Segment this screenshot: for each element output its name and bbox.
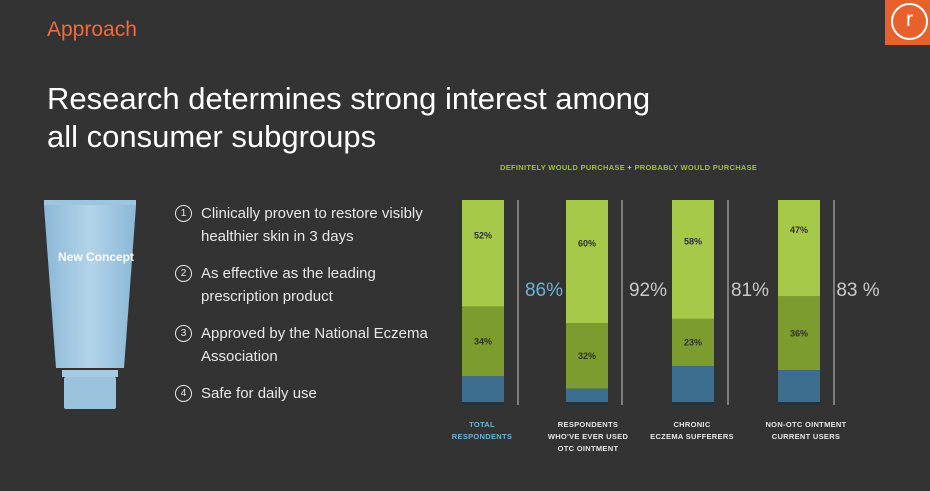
category-label: OTC OINTMENT	[558, 444, 619, 453]
category-label: CURRENT USERS	[772, 432, 841, 441]
legend-plus: +	[627, 163, 633, 172]
category-label: RESPONDENTS	[452, 432, 512, 441]
feature-number-icon: 3	[175, 325, 192, 342]
feature-text: Clinically proven to restore visibly hea…	[201, 205, 423, 245]
bar-segment-base	[672, 402, 714, 405]
legend-definitely: DEFINITELY WOULD PURCHASE	[500, 163, 626, 172]
bar-segment-probably	[778, 200, 820, 297]
feature-number-icon: 4	[175, 385, 192, 402]
chart-legend: DEFINITELY WOULD PURCHASE + PROBABLY WOU…	[500, 163, 757, 172]
product-label: New Concept	[58, 250, 135, 264]
feature-item: 2 As effective as the leading prescripti…	[175, 262, 435, 308]
legend-probably: PROBABLY WOULD PURCHASE	[634, 163, 758, 172]
bar-segment-remainder	[566, 388, 608, 402]
brand-logo: r	[885, 0, 930, 45]
bar-segment-definitely	[462, 306, 504, 377]
bar-value-label: 36%	[790, 328, 808, 338]
bar-total-label: 92%	[629, 280, 667, 301]
bar-segment-base	[778, 402, 820, 405]
section-label: Approach	[47, 18, 137, 41]
bar-value-label: 52%	[474, 230, 492, 240]
logo-letter: r	[891, 3, 928, 40]
feature-item: 3 Approved by the National Eczema Associ…	[175, 322, 435, 368]
bar-value-label: 47%	[790, 225, 808, 235]
bar-segment-remainder	[462, 376, 504, 402]
category-label: ECZEMA SUFFERERS	[650, 432, 734, 441]
purchase-intent-chart: 52% 34% 86% TOTAL RESPONDENTS 60% 32% 92% RESPON…	[452, 200, 880, 453]
bar-value-label: 34%	[474, 336, 492, 346]
bar-segment-base	[566, 402, 608, 405]
bar-segment-base	[462, 402, 504, 405]
bar-total-label: 86%	[525, 280, 563, 301]
feature-text: Safe for daily use	[201, 385, 317, 402]
bar-total-label: 81%	[731, 280, 769, 301]
bar-value-label: 23%	[684, 337, 702, 347]
category-label: WHO'VE EVER USED	[548, 432, 629, 441]
bar-segment-remainder	[672, 366, 714, 402]
category-label: NON-OTC OINTMENT	[765, 420, 846, 429]
feature-number-icon: 1	[175, 205, 192, 222]
bar-value-label: 58%	[684, 236, 702, 246]
bar-value-label: 60%	[578, 239, 596, 249]
bar-segment-probably	[566, 200, 608, 323]
category-label: CHRONIC	[673, 420, 710, 429]
product-tube-icon	[44, 200, 136, 409]
feature-text: As effective as the leading prescription…	[201, 265, 376, 305]
feature-text: Approved by the National Eczema Associat…	[201, 325, 428, 365]
bar-segment-probably	[462, 200, 504, 307]
category-label: TOTAL	[469, 420, 495, 429]
feature-list: 1 Clinically proven to restore visibly h…	[175, 202, 435, 419]
feature-number-icon: 2	[175, 265, 192, 282]
feature-item: 4 Safe for daily use	[175, 382, 435, 405]
bar-segment-definitely	[566, 323, 608, 389]
bar-segment-definitely	[672, 318, 714, 367]
bar-segment-probably	[672, 200, 714, 319]
bar-segment-remainder	[778, 370, 820, 402]
page-title: Research determines strong interest amon…	[47, 81, 651, 154]
feature-item: 1 Clinically proven to restore visibly h…	[175, 202, 435, 248]
category-label: RESPONDENTS	[558, 420, 618, 429]
bar-segment-definitely	[778, 296, 820, 371]
bar-total-label: 83 %	[836, 280, 879, 301]
bar-value-label: 32%	[578, 351, 596, 361]
